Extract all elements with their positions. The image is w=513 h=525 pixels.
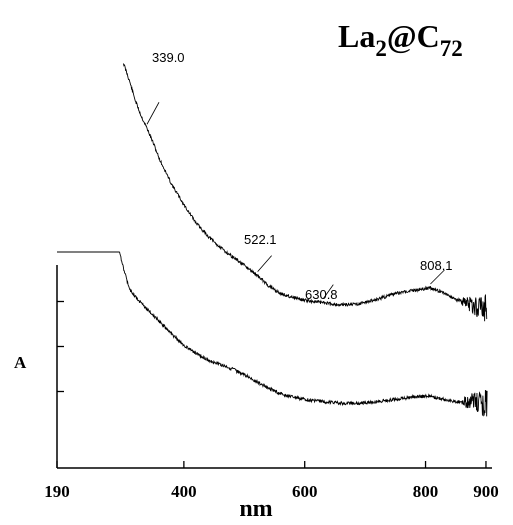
peak-label-3: 808.1 xyxy=(420,258,453,273)
peak-label-1: 522.1 xyxy=(244,232,277,247)
title-mid: @C xyxy=(387,18,440,54)
x-axis-ticks: 190 400 600 800 900 xyxy=(44,461,498,501)
peak-label-0: 339.0 xyxy=(152,50,185,65)
title-subscript-2: 72 xyxy=(440,36,463,61)
peak-leader-1 xyxy=(258,256,272,272)
x-tick-label-3: 800 xyxy=(413,482,439,501)
title-subscript-1: 2 xyxy=(375,36,387,61)
y-axis-label: A xyxy=(14,353,27,372)
x-tick-label-1: 400 xyxy=(171,482,197,501)
y-axis-ticks xyxy=(57,302,64,392)
peak-label-2: 630.8 xyxy=(305,287,338,302)
spectrum-line-1 xyxy=(57,252,487,416)
x-tick-label-2: 600 xyxy=(292,482,318,501)
peak-leader-0 xyxy=(147,102,159,124)
title-base: La xyxy=(338,18,375,54)
peak-annotations: 339.0 522.1 630.8 808.1 xyxy=(147,50,453,302)
chart-title: La2@C72 xyxy=(338,18,463,61)
x-tick-label-4: 900 xyxy=(473,482,499,501)
x-axis-label: nm xyxy=(239,496,272,522)
svg-text:La2@C72: La2@C72 xyxy=(338,18,463,61)
x-tick-label-0: 190 xyxy=(44,482,70,501)
